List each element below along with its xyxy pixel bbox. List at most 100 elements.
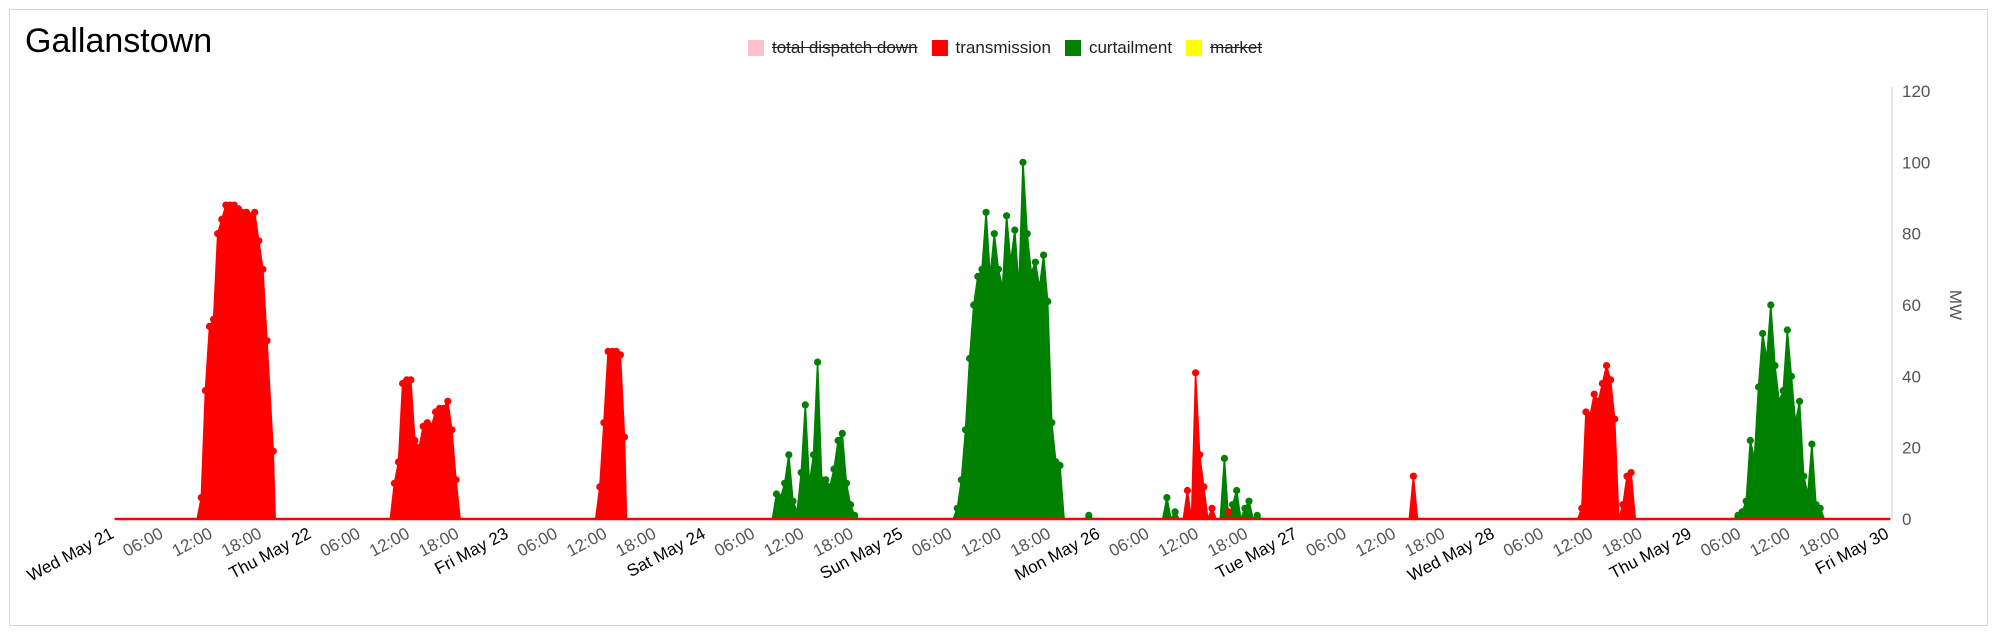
x-tick-label: 06:00	[711, 524, 757, 561]
x-tick-label: 12:00	[563, 524, 609, 561]
x-tick-label: 06:00	[1303, 524, 1349, 561]
data-point-curtailment	[814, 358, 822, 366]
data-point-transmission	[1183, 486, 1191, 495]
data-point-transmission	[210, 315, 218, 323]
data-point-curtailment	[990, 230, 998, 238]
x-tick-label: 12:00	[169, 524, 215, 561]
legend-item-curtailment[interactable]: curtailment	[1064, 38, 1172, 58]
data-point-transmission	[620, 433, 629, 441]
legend-swatch	[1186, 40, 1203, 56]
data-point-curtailment	[1808, 440, 1816, 448]
data-point-curtailment	[1787, 372, 1795, 380]
data-point-curtailment	[826, 483, 834, 491]
data-point-curtailment	[1804, 490, 1812, 498]
data-point-transmission	[1586, 412, 1594, 420]
chart-title: Gallanstown	[25, 22, 213, 60]
legend-label: total dispatch down	[772, 38, 918, 57]
data-point-curtailment	[1015, 283, 1023, 291]
legend-item-total-dispatch-down[interactable]: total dispatch down	[748, 38, 918, 58]
data-point-curtailment	[1791, 419, 1800, 427]
data-point-curtailment	[1171, 508, 1179, 516]
data-point-transmission	[1578, 504, 1586, 512]
legend-item-transmission[interactable]: transmission	[931, 38, 1051, 58]
data-point-curtailment	[1003, 212, 1011, 220]
legend-swatch	[748, 40, 764, 56]
data-point-transmission	[411, 436, 419, 445]
data-point-transmission	[214, 230, 222, 238]
data-point-curtailment	[1035, 283, 1044, 291]
data-point-transmission	[1619, 501, 1627, 509]
y-axis-title: MW	[1946, 290, 1965, 320]
y-tick-label: 80	[1902, 225, 1921, 244]
data-point-transmission	[452, 476, 460, 484]
x-tick-label: 06:00	[909, 524, 955, 561]
x-tick-label: 12:00	[1550, 524, 1596, 561]
data-point-curtailment	[998, 283, 1007, 291]
data-point-curtailment	[781, 479, 789, 487]
data-point-curtailment	[978, 265, 986, 273]
data-point-curtailment	[797, 469, 805, 477]
data-point-curtailment	[1738, 508, 1746, 516]
data-point-transmission	[390, 479, 398, 487]
data-point-curtailment	[1163, 494, 1171, 502]
data-point-transmission	[1594, 397, 1602, 405]
data-point-curtailment	[1750, 454, 1758, 462]
data-point-curtailment	[1775, 397, 1783, 405]
data-point-transmission	[1607, 376, 1615, 384]
data-point-curtailment	[1056, 461, 1064, 470]
data-point-curtailment	[966, 354, 974, 363]
data-point-transmission	[415, 444, 423, 452]
x-tick-label: 06:00	[1106, 524, 1152, 561]
data-point-transmission	[197, 494, 205, 502]
legend-item-market[interactable]: market	[1186, 38, 1262, 58]
data-point-transmission	[1611, 415, 1619, 423]
data-point-curtailment	[809, 451, 818, 459]
legend-swatch	[931, 40, 948, 56]
data-point-curtailment	[1816, 504, 1824, 512]
y-tick-label: 60	[1902, 296, 1921, 315]
data-point-transmission	[616, 351, 625, 359]
data-point-curtailment	[1742, 497, 1750, 505]
data-point-curtailment	[851, 511, 859, 519]
legend-swatch	[1064, 40, 1081, 56]
data-point-curtailment	[982, 208, 990, 216]
data-point-curtailment	[1040, 251, 1048, 259]
data-point-transmission	[1598, 379, 1606, 388]
data-point-transmission	[1196, 451, 1204, 459]
series-area-curtailment	[771, 161, 1826, 520]
data-point-curtailment	[957, 476, 966, 484]
y-tick-label: 40	[1902, 367, 1921, 386]
data-point-transmission	[600, 419, 608, 427]
x-tick-label: 06:00	[1697, 524, 1743, 561]
y-tick-label: 20	[1902, 439, 1921, 458]
legend-label: transmission	[955, 38, 1051, 57]
data-point-curtailment	[1241, 504, 1249, 512]
data-point-transmission	[269, 447, 277, 455]
data-point-transmission	[444, 397, 452, 405]
x-tick-label: Wed May 21	[24, 524, 117, 585]
data-point-curtailment	[1783, 326, 1791, 334]
data-point-curtailment	[953, 504, 961, 512]
data-point-curtailment	[838, 429, 846, 437]
x-tick-label: 12:00	[1155, 524, 1201, 561]
data-point-curtailment	[1233, 486, 1241, 495]
data-point-transmission	[394, 458, 403, 466]
data-point-transmission	[440, 404, 448, 412]
data-point-curtailment	[1019, 158, 1027, 166]
data-point-curtailment	[777, 494, 785, 502]
data-point-curtailment	[1027, 269, 1035, 277]
data-point-transmission	[255, 237, 263, 245]
data-point-transmission	[1602, 362, 1611, 370]
data-point-transmission	[1200, 483, 1208, 491]
data-point-curtailment	[834, 436, 842, 445]
x-tick-label: 06:00	[120, 524, 166, 561]
y-tick-label: 0	[1902, 510, 1911, 529]
data-point-curtailment	[805, 479, 814, 487]
legend: total dispatch down transmission curtail…	[748, 38, 1276, 58]
data-point-transmission	[1409, 472, 1417, 480]
data-point-curtailment	[830, 465, 838, 473]
data-point-curtailment	[1048, 419, 1056, 427]
data-point-curtailment	[1796, 397, 1804, 405]
data-point-curtailment	[846, 501, 855, 509]
